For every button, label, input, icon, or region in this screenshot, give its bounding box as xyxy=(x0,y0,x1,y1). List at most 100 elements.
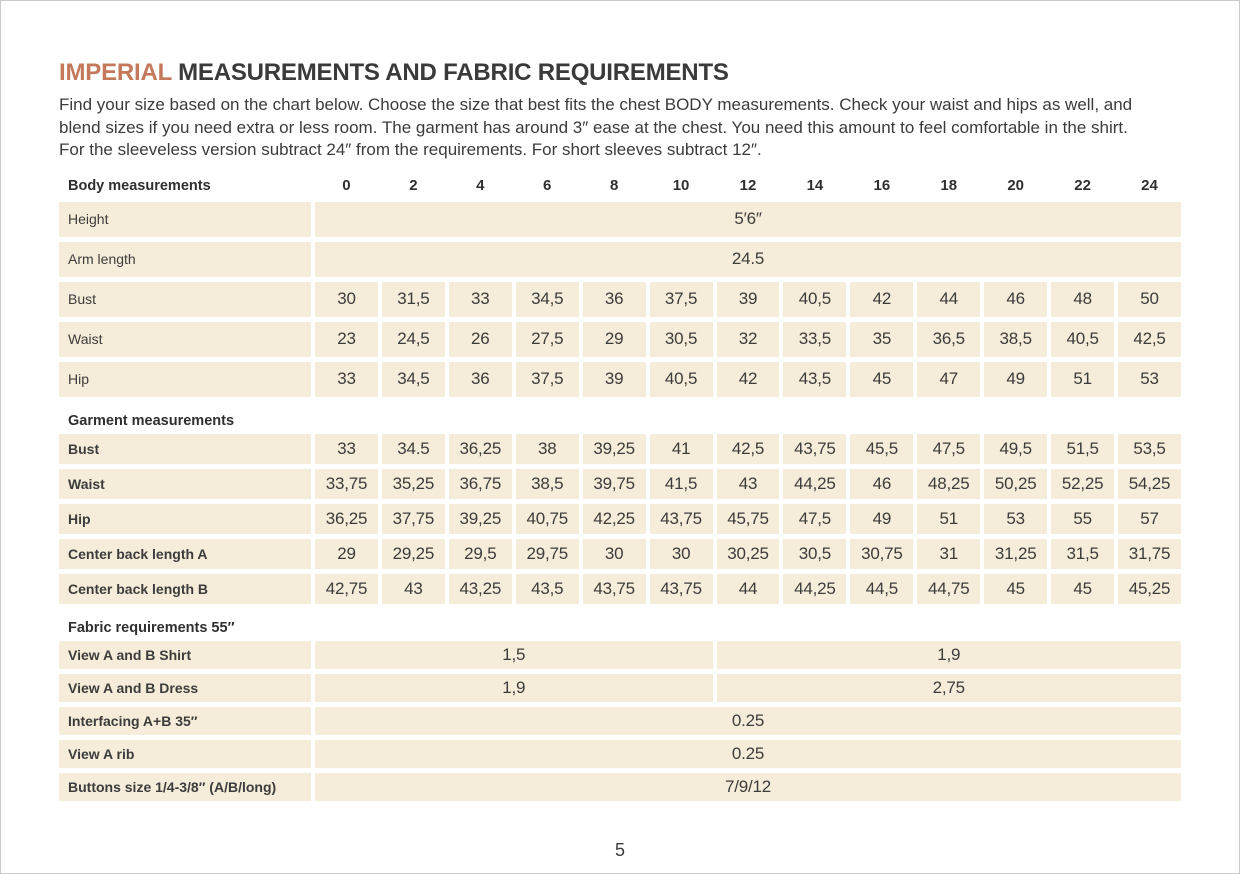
table-cell: 43 xyxy=(381,573,445,604)
table-cell: 42 xyxy=(716,361,780,397)
table-cell: 45,75 xyxy=(716,503,780,534)
row-label: View A and B Dress xyxy=(59,673,311,702)
table-cell: 48,25 xyxy=(917,468,981,499)
page-title-rest: MEASUREMENTS AND FABRIC REQUIREMENTS xyxy=(171,59,729,86)
table-cell-merged: 7/9/12 xyxy=(315,772,1181,801)
table-cell: 42,75 xyxy=(315,573,378,604)
measurements-table: Body measurements 0 2 4 6 8 10 12 14 16 18 20 22 24 He… xyxy=(59,174,1181,801)
table-cell: 37,5 xyxy=(649,281,713,317)
table-cell: 44 xyxy=(716,573,780,604)
table-cell: 27,5 xyxy=(515,321,579,357)
table-cell: 33,75 xyxy=(315,468,378,499)
table-cell: 30,25 xyxy=(716,538,780,569)
table-cell: 36,75 xyxy=(448,468,512,499)
table-cell: 40,5 xyxy=(783,281,847,317)
table-cell: 39,75 xyxy=(582,468,646,499)
section-header: Fabric requirements 55″ xyxy=(59,608,1181,636)
table-cell: 43,5 xyxy=(783,361,847,397)
table-cell: 48 xyxy=(1051,281,1115,317)
table-cell: 39,25 xyxy=(448,503,512,534)
table-cell: 43,75 xyxy=(649,573,713,604)
table-cell: 31,25 xyxy=(984,538,1048,569)
table-cell: 49,5 xyxy=(984,433,1048,464)
table-cell: 47 xyxy=(917,361,981,397)
table-cell: 44,25 xyxy=(783,468,847,499)
page-content: IMPERIAL MEASUREMENTS AND FABRIC REQUIRE… xyxy=(1,1,1239,801)
section-header: Garment measurements xyxy=(59,401,1181,429)
table-cell: 52,25 xyxy=(1051,468,1115,499)
row-label: Center back length B xyxy=(59,573,311,604)
table-cell: 41,5 xyxy=(649,468,713,499)
table-cell: 36,25 xyxy=(315,503,378,534)
table-cell: 47,5 xyxy=(783,503,847,534)
table-cell: 39 xyxy=(582,361,646,397)
table-cell: 50 xyxy=(1118,281,1181,317)
table-cell: 54,25 xyxy=(1118,468,1181,499)
table-cell: 33,5 xyxy=(783,321,847,357)
table-cell: 53 xyxy=(1118,361,1181,397)
table-cell: 37,75 xyxy=(381,503,445,534)
table-cell-merged: 24.5 xyxy=(315,241,1181,277)
page-title: IMPERIAL MEASUREMENTS AND FABRIC REQUIRE… xyxy=(59,59,1181,87)
table-cell: 42 xyxy=(850,281,914,317)
size-column-header: 10 xyxy=(649,174,713,197)
table-cell: 53 xyxy=(984,503,1048,534)
table-cell: 39,25 xyxy=(582,433,646,464)
table-cell: 29,75 xyxy=(515,538,579,569)
table-cell: 38 xyxy=(515,433,579,464)
table-cell: 51 xyxy=(917,503,981,534)
table-cell: 40,75 xyxy=(515,503,579,534)
table-cell: 40,5 xyxy=(649,361,713,397)
table-cell-merged: 0.25 xyxy=(315,706,1181,735)
row-label: Hip xyxy=(59,361,311,397)
size-column-header: 8 xyxy=(582,174,646,197)
table-cell: 35 xyxy=(850,321,914,357)
table-cell: 29 xyxy=(582,321,646,357)
table-cell: 53,5 xyxy=(1118,433,1181,464)
table-cell: 38,5 xyxy=(515,468,579,499)
table-cell: 30,5 xyxy=(783,538,847,569)
table-cell: 30,5 xyxy=(649,321,713,357)
table-cell: 30 xyxy=(582,538,646,569)
table-cell-merged: 2,75 xyxy=(716,673,1181,702)
table-cell: 44,25 xyxy=(783,573,847,604)
size-column-header: 24 xyxy=(1118,174,1181,197)
row-label: Center back length A xyxy=(59,538,311,569)
table-cell: 30 xyxy=(315,281,378,317)
table-cell: 29 xyxy=(315,538,378,569)
table-cell: 40,5 xyxy=(1051,321,1115,357)
table-cell: 23 xyxy=(315,321,378,357)
table-cell-merged: 1,9 xyxy=(315,673,713,702)
page-number: 5 xyxy=(614,840,625,860)
table-cell: 33 xyxy=(315,433,378,464)
table-cell: 24,5 xyxy=(381,321,445,357)
row-label: Waist xyxy=(59,321,311,357)
row-label: Buttons size 1/4-3/8″ (A/B/long) xyxy=(59,772,311,801)
table-cell: 51,5 xyxy=(1051,433,1115,464)
size-column-header: 22 xyxy=(1051,174,1115,197)
size-column-header: 14 xyxy=(783,174,847,197)
table-cell: 31,5 xyxy=(381,281,445,317)
table-cell-merged: 1,5 xyxy=(315,640,713,669)
table-cell: 30,75 xyxy=(850,538,914,569)
table-cell: 45 xyxy=(984,573,1048,604)
table-cell: 42,5 xyxy=(1118,321,1181,357)
table-cell: 42,5 xyxy=(716,433,780,464)
table-cell: 38,5 xyxy=(984,321,1048,357)
table-cell: 44 xyxy=(917,281,981,317)
table-cell: 34.5 xyxy=(381,433,445,464)
table-cell: 43,75 xyxy=(783,433,847,464)
table-cell: 57 xyxy=(1118,503,1181,534)
table-cell: 29,5 xyxy=(448,538,512,569)
table-cell: 31 xyxy=(917,538,981,569)
table-cell: 31,5 xyxy=(1051,538,1115,569)
size-column-header: 16 xyxy=(850,174,914,197)
table-cell: 33 xyxy=(448,281,512,317)
table-cell: 45 xyxy=(1051,573,1115,604)
table-cell: 35,25 xyxy=(381,468,445,499)
table-cell: 33 xyxy=(315,361,378,397)
table-cell: 32 xyxy=(716,321,780,357)
row-label: View A and B Shirt xyxy=(59,640,311,669)
table-cell: 36,25 xyxy=(448,433,512,464)
table-cell: 31,75 xyxy=(1118,538,1181,569)
